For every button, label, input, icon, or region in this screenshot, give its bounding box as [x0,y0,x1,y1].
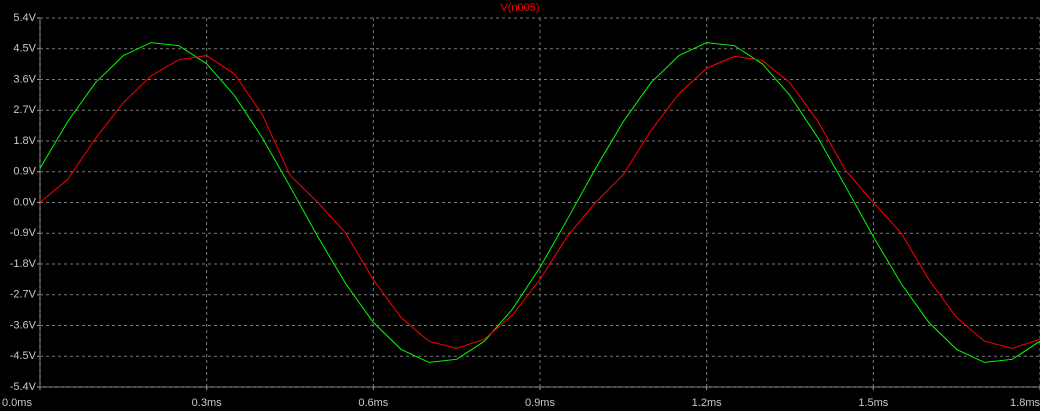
y-tick-label: 0.0V [13,196,36,208]
y-tick-label: 3.6V [13,73,36,85]
y-tick-label: -1.8V [10,258,37,270]
y-tick-label: 2.7V [13,104,36,116]
trace [39,55,1040,349]
trace [39,42,1040,363]
y-tick-label: -3.6V [10,319,37,331]
y-tick-label: -4.5V [10,350,37,362]
x-tick-label: 1.8ms [1010,397,1040,409]
x-tick-label: 1.2ms [692,397,722,409]
x-tick-label: 1.5ms [858,397,888,409]
x-tick-label: 0.0ms [2,397,32,409]
y-tick-label: 5.4V [13,12,36,24]
x-tick-label: 0.9ms [525,397,555,409]
y-tick-label: 0.9V [13,166,36,178]
x-tick-label: 0.3ms [192,397,222,409]
y-tick-label: 4.5V [13,43,36,55]
y-tick-label: 1.8V [13,135,36,147]
trace-label: V(n005) [500,2,539,14]
x-tick-label: 0.6ms [358,397,388,409]
y-tick-label: -0.9V [10,227,37,239]
y-tick-label: -5.4V [10,381,37,393]
y-tick-label: -2.7V [10,289,37,301]
